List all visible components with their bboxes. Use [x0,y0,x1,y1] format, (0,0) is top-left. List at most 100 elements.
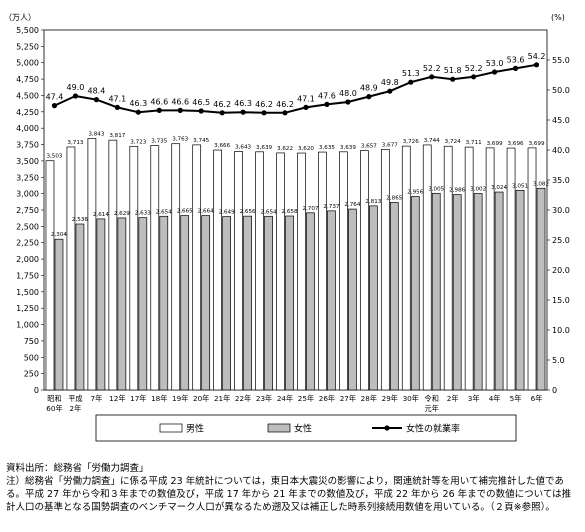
rate-label: 48.4 [87,87,105,96]
bar-female-label: 2,614 [93,212,109,218]
y-tick-label: 750 [24,337,39,346]
bar-female [54,238,64,391]
rate-label: 51.3 [402,69,420,78]
x-tick-label: 元年 [425,404,439,413]
rate-point [429,74,435,80]
rate-label: 53.0 [486,59,504,68]
bar-female [473,193,483,391]
y2-axis-unit: (%) [551,13,565,22]
bar-female [75,223,85,391]
bar-male-label: 3,657 [361,144,377,150]
rate-label: 46.5 [192,98,210,107]
rate-point [156,107,162,113]
x-tick-label: 23年 [256,394,272,403]
rate-point [471,74,477,80]
rate-point [282,110,288,116]
legend-rate-marker [384,425,390,431]
x-tick-label: 昭和 [47,394,61,403]
y-tick-label: 3,250 [16,173,39,182]
footnote: 注）総務省「労働力調査」に係る平成 23 年統計については，東日本大震災の影響に… [6,476,572,513]
x-tick-label: 28年 [361,394,377,403]
bar-male-label: 3,735 [151,139,167,145]
bar-female-label: 2,536 [72,217,88,223]
y2-tick-label: 35.0 [552,176,570,185]
rate-point [135,109,141,115]
y-tick-label: 4,250 [16,108,39,117]
y-tick-label: 1,500 [16,288,39,297]
bar-male [276,152,285,391]
bar-female [348,208,357,391]
source-note: 資料出所：総務省「労働力調査」 [6,463,149,474]
rate-point [492,69,498,75]
bar-female [536,187,546,391]
x-tick-label: 令和 [425,394,439,403]
bar-female [243,215,252,391]
bar-female-label: 2,664 [198,209,214,215]
bar-male-label: 3,620 [298,146,314,152]
bar-male-label: 3,699 [487,141,503,147]
y-tick-label: 1,250 [16,304,39,313]
rate-label: 47.1 [297,94,315,103]
rate-label: 46.2 [276,100,294,109]
rate-point [345,99,351,105]
legend-female-label: 女性 [294,423,312,435]
y-tick-label: 2,250 [16,239,39,248]
bar-female [159,215,169,391]
y2-tick-label: 5.0 [552,356,565,365]
y-tick-label: 1,000 [16,321,39,330]
rate-label: 48.9 [360,84,378,93]
bar-female-label: 2,629 [114,211,130,217]
bar-male-label: 3,677 [382,142,398,148]
bar-male-label: 3,723 [130,139,146,145]
rate-point [51,103,58,109]
bar-female-label: 2,813 [365,199,381,205]
x-tick-label: 平成 [68,394,82,403]
bar-male [66,146,76,391]
rate-point [198,108,204,114]
y-tick-label: 3,000 [16,190,39,199]
bar-male [485,147,495,391]
bar-female [117,217,127,391]
bar-female-label: 2,658 [282,209,298,215]
y2-tick-label: 25.0 [552,236,570,245]
bar-female [515,189,525,391]
bar-female [96,218,106,391]
rate-label: 51.8 [444,66,462,75]
x-tick-label: 3年 [468,394,480,403]
y-tick-label: 3,500 [16,157,39,166]
rate-line [54,63,537,114]
x-tick-label: 12年 [109,394,125,403]
y-tick-label: 2,000 [16,255,39,264]
bar-female-label: 2,649 [219,210,235,216]
y2-tick-label: 40.0 [552,146,570,155]
y-tick-label: 5,500 [16,26,39,35]
rate-label: 46.6 [171,97,189,106]
bar-male-label: 3,696 [508,141,524,147]
y-tick-label: 500 [24,353,39,362]
rate-label: 46.2 [255,100,273,109]
y-axis-unit: （万人） [4,13,36,22]
bar-female-label: 3,051 [512,183,528,189]
x-tick-label: 2年 [70,404,82,413]
rate-point [324,101,330,107]
y-tick-label: 5,000 [16,59,39,68]
bar-male-label: 3,622 [277,146,293,152]
bar-male [443,145,453,391]
rate-label: 47.4 [46,93,64,102]
bar-female-label: 2,665 [177,209,193,215]
bar-male-label: 3,763 [172,137,188,143]
bar-male-label: 3,744 [424,138,440,144]
rate-label: 52.2 [465,64,483,73]
bar-male [422,144,432,391]
x-tick-label: 60年 [46,404,62,413]
bar-female [138,217,148,391]
rate-point [114,104,120,110]
bar-female-label: 2,654 [261,209,277,215]
rate-point [219,110,225,116]
bar-male [45,160,55,391]
bar-female [410,196,420,391]
bar-female-label: 3,024 [491,185,507,191]
bar-male-label: 3,639 [256,145,272,151]
bar-male [129,145,139,391]
bar-female [431,192,441,391]
